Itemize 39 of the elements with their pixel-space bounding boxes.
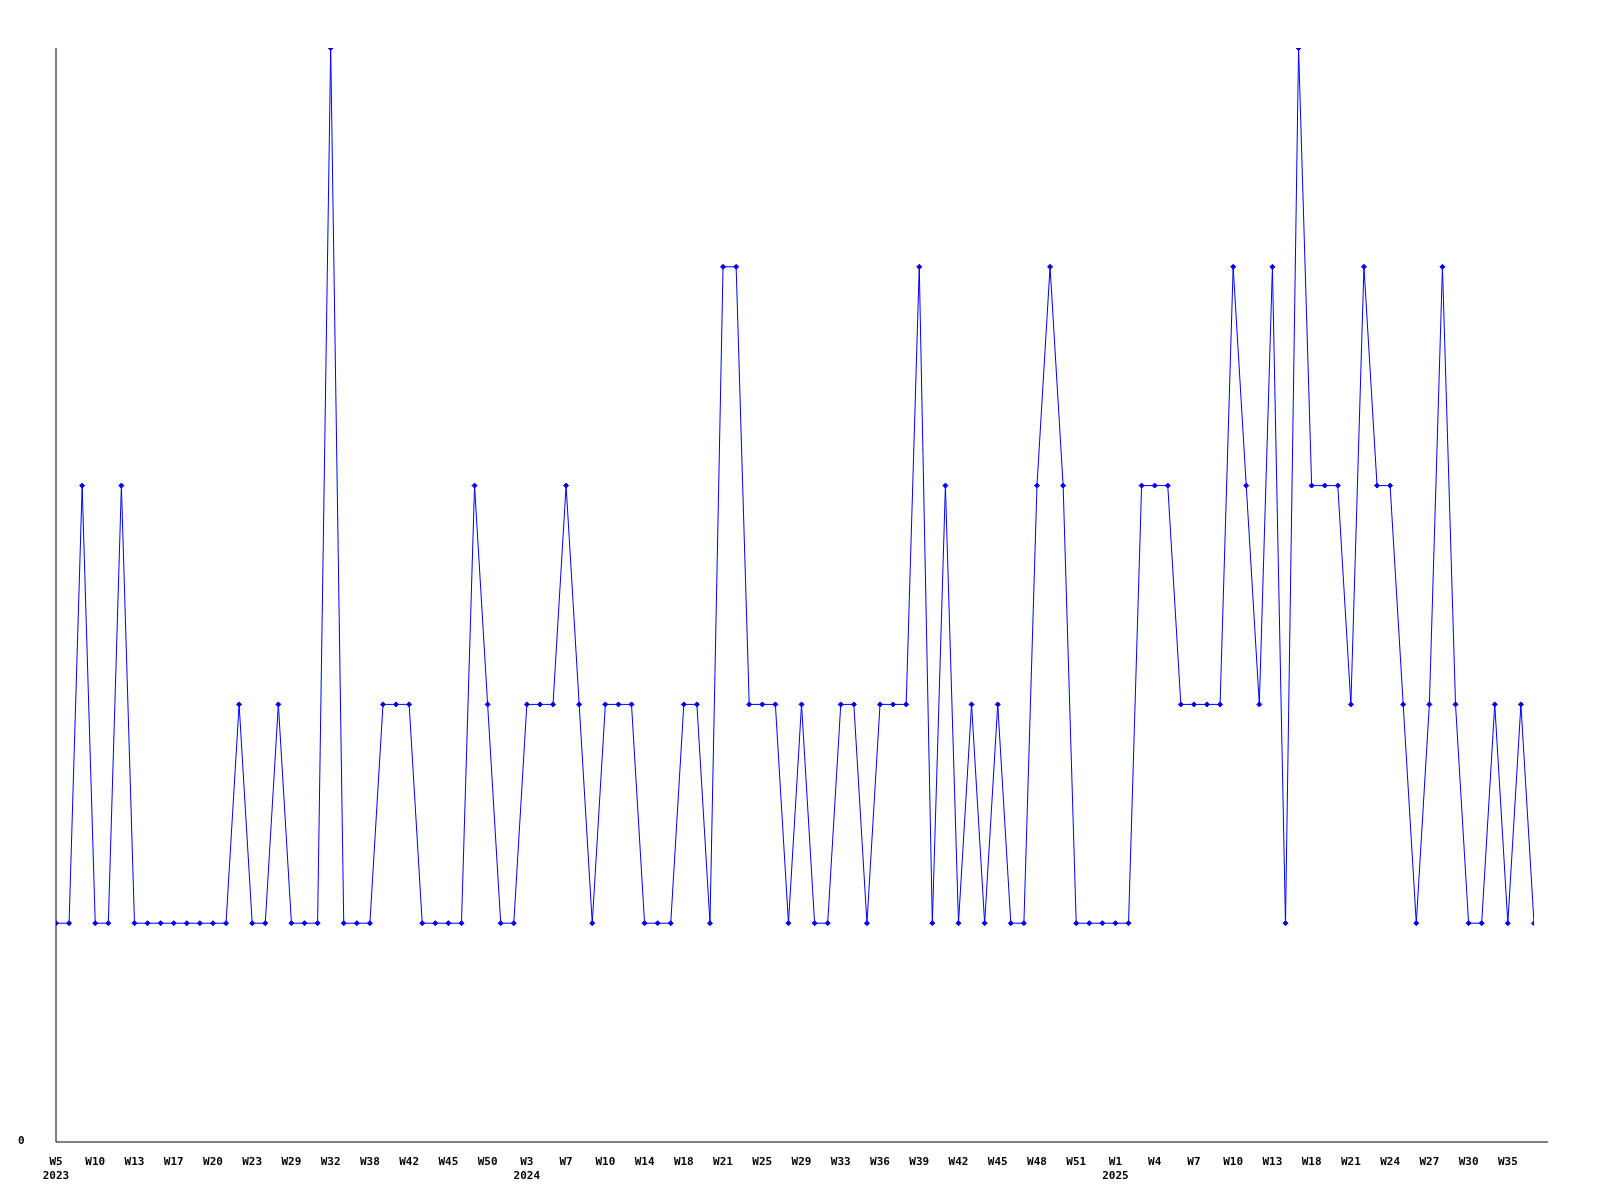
x-tick-label: W36 (870, 1155, 891, 1168)
x-tick-label: W29 (281, 1155, 302, 1168)
x-tick-label: W45 (438, 1155, 459, 1168)
x-tick-label: W10 (595, 1155, 616, 1168)
x-tick-label: W42 (399, 1155, 420, 1168)
x-tick-label: W3 2024 (513, 1155, 541, 1182)
x-tick-label: W25 (752, 1155, 773, 1168)
x-tick-label: W24 (1380, 1155, 1401, 1168)
x-tick-label: W51 (1066, 1155, 1087, 1168)
x-tick-label: W1 2025 (1102, 1155, 1129, 1182)
x-tick-label: W30 (1458, 1155, 1479, 1168)
x-tick-label: W7 (1187, 1155, 1201, 1168)
x-tick-label: W4 (1148, 1155, 1162, 1168)
x-tick-label: W14 (634, 1155, 655, 1168)
x-tick-label: W29 (791, 1155, 812, 1168)
x-tick-label: W32 (320, 1155, 341, 1168)
x-tick-label: W13 (1262, 1155, 1283, 1168)
x-tick-label: W23 (242, 1155, 263, 1168)
x-tick-label: W21 (1340, 1155, 1362, 1168)
x-tick-label: W50 (477, 1155, 498, 1168)
x-tick-label: W20 (203, 1155, 223, 1168)
x-tick-label: W21 (713, 1155, 734, 1168)
x-tick-label: W27 (1419, 1155, 1440, 1168)
x-tick-label: W38 (359, 1155, 380, 1168)
x-tick-label: W33 (830, 1155, 851, 1168)
x-tick-label: W45 (987, 1155, 1008, 1168)
x-tick-label: W5 2023 (42, 1155, 70, 1182)
x-tick-label: W48 (1027, 1155, 1047, 1168)
x-tick-label: W17 (163, 1155, 184, 1168)
x-tick-label: W10 (85, 1155, 106, 1168)
x-tick-label: W10 (1223, 1155, 1244, 1168)
x-tick-label: W35 (1497, 1155, 1518, 1168)
x-tick-label: W18 (673, 1155, 694, 1168)
x-tick-label: W39 (909, 1155, 930, 1168)
text: 0 (18, 1134, 25, 1147)
x-tick-label: W7 (559, 1155, 573, 1168)
x-tick-label: W42 (948, 1155, 969, 1168)
x-tick-label: W13 (124, 1155, 145, 1168)
x-tick-label: W18 (1301, 1155, 1322, 1168)
